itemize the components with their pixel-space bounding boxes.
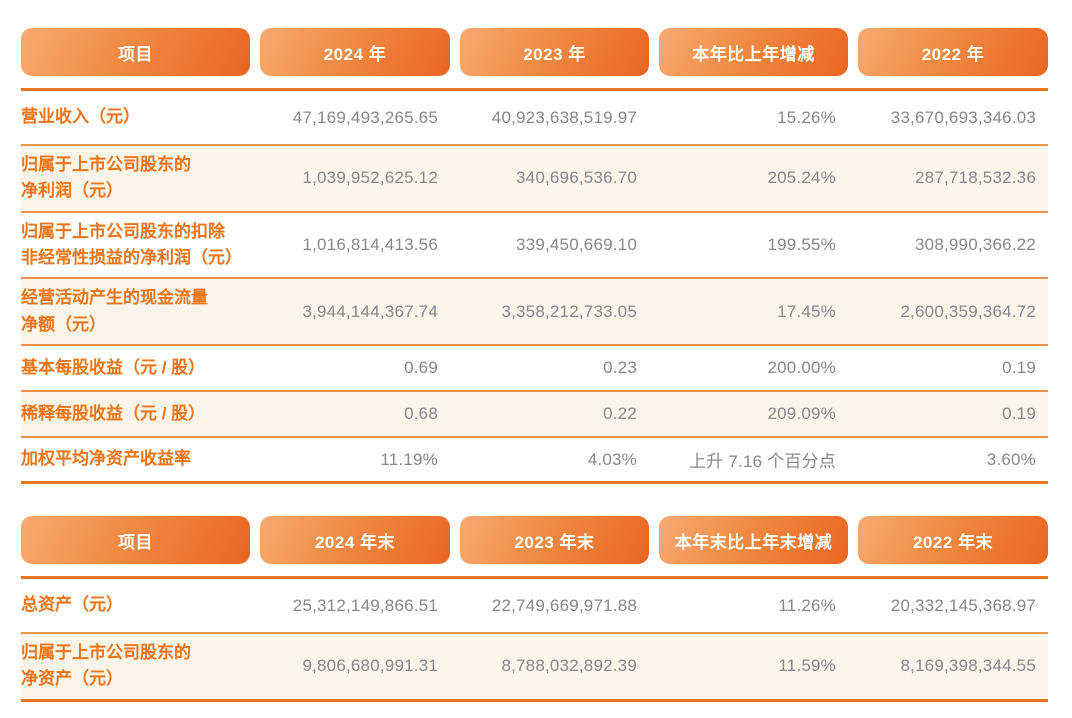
value-2022: 0.19 <box>1002 404 1036 424</box>
value-2023-end: 22,749,669,971.88 <box>491 595 637 615</box>
value-2023: 0.23 <box>603 358 637 378</box>
value-change: 15.26% <box>777 107 836 127</box>
header-pill-2024-end: 2024 年末 <box>260 516 450 565</box>
period-end-table-header-row: 项目 2024 年末 2023 年末 本年末比上年末增减 2022 年末 <box>21 516 1048 565</box>
value-2023: 340,696,536.70 <box>516 168 637 188</box>
header-pill-2022-end: 2022 年末 <box>858 516 1048 565</box>
header-pill-2023-end: 2023 年末 <box>460 516 649 565</box>
header-pill-2022: 2022 年 <box>858 28 1048 76</box>
header-rule <box>21 88 1048 91</box>
row-label: 营业收入（元） <box>21 107 140 127</box>
value-change: 209.09% <box>767 404 836 424</box>
annual-table-header-row: 项目 2024 年 2023 年 本年比上年增减 2022 年 <box>21 28 1048 76</box>
value-2024: 0.68 <box>404 404 438 424</box>
header-pill-2024: 2024 年 <box>260 28 450 76</box>
value-change-end: 11.26% <box>778 595 836 615</box>
value-2024-end: 9,806,680,991.31 <box>302 656 438 676</box>
value-2024: 47,169,493,265.65 <box>292 107 438 127</box>
value-2022: 33,670,693,346.03 <box>890 107 1036 127</box>
header-pill-item: 项目 <box>21 28 250 76</box>
row-label: 归属于上市公司股东的 净利润（元） <box>21 155 191 201</box>
value-2023: 339,450,669.10 <box>516 235 637 255</box>
value-change: 200.00% <box>767 358 836 378</box>
row-label: 归属于上市公司股东的扣除 非经常性损益的净利润（元） <box>21 221 242 268</box>
value-change: 205.24% <box>767 168 836 188</box>
value-2024: 0.69 <box>404 358 438 378</box>
value-2022: 287,718,532.36 <box>915 168 1036 188</box>
row-label: 基本每股收益（元 / 股） <box>21 357 206 377</box>
row-label: 总资产（元） <box>21 595 123 615</box>
value-2024: 1,039,952,625.12 <box>302 168 438 188</box>
header-pill-2023: 2023 年 <box>460 28 649 76</box>
row-label: 经营活动产生的现金流量 净额（元） <box>21 288 208 334</box>
value-2022: 0.19 <box>1002 358 1036 378</box>
header-pill-change-end: 本年末比上年末增减 <box>659 516 848 565</box>
header-pill-item: 项目 <box>21 516 250 565</box>
value-2023: 4.03% <box>587 449 637 469</box>
header-pill-change: 本年比上年增减 <box>659 28 848 76</box>
value-2022: 308,990,366.22 <box>915 235 1036 255</box>
annual-financials-table: 项目 2024 年 2023 年 本年比上年增减 2022 年 营业收入（元） … <box>21 28 1048 485</box>
value-2024: 1,016,814,413.56 <box>302 235 438 255</box>
value-2022: 3.60% <box>986 449 1036 469</box>
value-change: 上升 7.16 个百分点 <box>689 452 836 472</box>
table-row: 稀释每股收益（元 / 股） 0.68 0.22 209.09% 0.19 <box>21 392 1048 439</box>
value-change: 17.45% <box>777 301 836 321</box>
value-2023: 40,923,638,519.97 <box>491 107 637 127</box>
table-row: 经营活动产生的现金流量 净额（元） 3,944,144,367.74 3,358… <box>21 279 1048 347</box>
row-label: 稀释每股收益（元 / 股） <box>21 403 206 423</box>
table-spacer <box>21 484 1048 516</box>
table-row: 归属于上市公司股东的 净资产（元） 9,806,680,991.31 8,788… <box>21 634 1048 702</box>
value-2023: 3,358,212,733.05 <box>501 301 637 321</box>
value-change: 199.55% <box>767 235 836 255</box>
table-row: 营业收入（元） 47,169,493,265.65 40,923,638,519… <box>21 91 1048 146</box>
row-label: 归属于上市公司股东的 净资产（元） <box>21 643 191 689</box>
value-2022-end: 8,169,398,344.55 <box>900 656 1036 676</box>
value-2022: 2,600,359,364.72 <box>900 301 1036 321</box>
period-end-financials-table: 项目 2024 年末 2023 年末 本年末比上年末增减 2022 年末 总资产… <box>21 516 1048 702</box>
value-2023: 0.22 <box>603 404 637 424</box>
value-2023-end: 8,788,032,892.39 <box>501 656 637 676</box>
table-row: 归属于上市公司股东的扣除 非经常性损益的净利润（元） 1,016,814,413… <box>21 213 1048 280</box>
value-change-end: 11.59% <box>778 656 836 676</box>
table-row: 基本每股收益（元 / 股） 0.69 0.23 200.00% 0.19 <box>21 346 1048 393</box>
value-2024: 3,944,144,367.74 <box>302 301 438 321</box>
value-2024: 11.19% <box>380 449 438 469</box>
table-row: 总资产（元） 25,312,149,866.51 22,749,669,971.… <box>21 579 1048 635</box>
value-2024-end: 25,312,149,866.51 <box>292 595 438 615</box>
table-row: 加权平均净资产收益率 11.19% 4.03% 上升 7.16 个百分点 3.6… <box>21 438 1048 485</box>
table-row: 归属于上市公司股东的 净利润（元） 1,039,952,625.12 340,6… <box>21 146 1048 213</box>
value-2022-end: 20,332,145,368.97 <box>890 595 1036 615</box>
row-label: 加权平均净资产收益率 <box>21 449 191 469</box>
header-rule <box>21 576 1048 580</box>
